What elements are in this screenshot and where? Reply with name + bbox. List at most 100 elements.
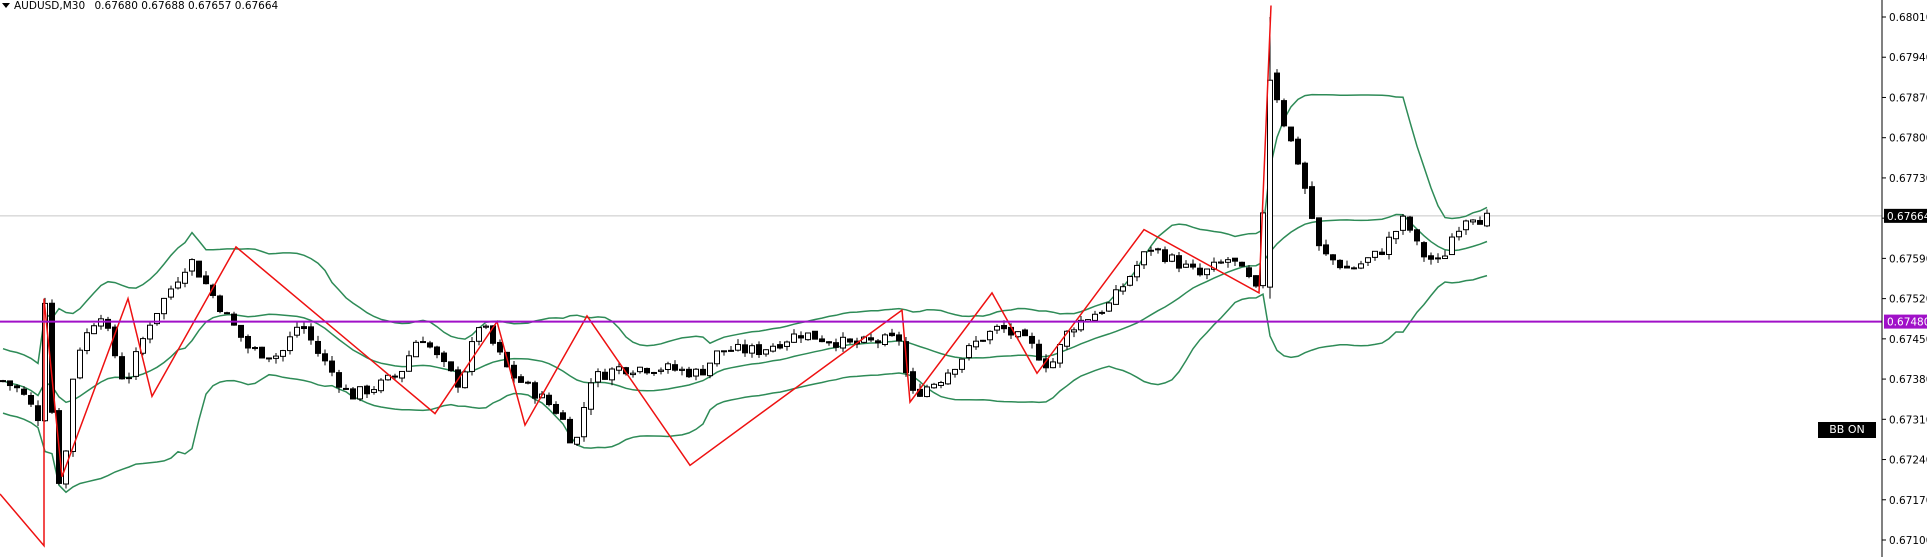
candle-body: [469, 341, 475, 372]
chart-header: AUDUSD,M30 0.67680 0.67688 0.67657 0.676…: [2, 0, 278, 14]
candle-body: [322, 353, 328, 362]
candle-body: [1400, 215, 1406, 231]
candle-body: [1386, 236, 1392, 255]
candle-body: [1470, 219, 1476, 223]
candle-body: [1197, 267, 1203, 276]
candle-body: [1064, 330, 1070, 347]
candle-body: [735, 343, 741, 351]
candle-body: [1358, 263, 1364, 269]
candle-body: [70, 378, 76, 453]
candle-body: [1414, 229, 1420, 242]
candle-body: [315, 340, 321, 354]
candle-body: [1204, 268, 1210, 276]
candle-body: [616, 366, 622, 371]
candle-body: [1302, 162, 1308, 189]
candle-body: [868, 337, 874, 341]
candle-body: [742, 344, 748, 354]
candle-body: [1127, 276, 1133, 286]
candle-body: [1337, 259, 1343, 269]
candle-body: [644, 367, 650, 374]
candle-body: [1036, 343, 1042, 361]
candle-body: [686, 368, 692, 378]
candle-body: [532, 382, 538, 399]
candle-body: [1344, 265, 1350, 269]
bb-on-label[interactable]: BB ON: [1818, 422, 1876, 438]
candle-body: [7, 380, 13, 387]
candle-body: [371, 389, 377, 393]
candle-body: [1351, 267, 1357, 270]
candle-body: [161, 297, 167, 315]
candle-body: [203, 275, 209, 285]
candle-body: [119, 356, 125, 380]
candle-body: [308, 326, 314, 341]
candle-body: [805, 332, 811, 341]
candle-body: [714, 350, 720, 365]
candle-body: [1092, 313, 1098, 321]
candle-body: [581, 407, 587, 438]
candle-body: [1477, 220, 1483, 225]
candle-body: [1267, 79, 1273, 288]
candle-body: [21, 388, 27, 395]
candle-body: [756, 344, 762, 356]
candle-body: [945, 372, 951, 385]
candle-body: [1295, 138, 1301, 165]
candle-body: [1372, 250, 1378, 258]
candle-body: [679, 368, 685, 371]
candle-body: [896, 334, 902, 342]
candle-body: [665, 363, 671, 371]
candle-body: [630, 372, 636, 376]
candle-body: [140, 338, 146, 354]
candle-body: [126, 377, 132, 380]
candle-body: [280, 350, 286, 357]
candle-body: [798, 335, 804, 339]
candle-body: [1407, 216, 1413, 231]
candle-body: [1099, 311, 1105, 314]
candle-body: [952, 368, 958, 375]
candle-body: [1211, 261, 1217, 270]
candle-body: [273, 355, 279, 359]
candle-body: [966, 345, 972, 359]
candle-body: [168, 288, 174, 298]
candle-body: [889, 332, 895, 337]
candle-body: [693, 368, 699, 377]
candle-body: [1183, 263, 1189, 268]
candle-body: [637, 366, 643, 373]
candle-body: [1330, 254, 1336, 261]
candle-body: [1113, 289, 1119, 305]
candle-body: [385, 374, 391, 381]
candle-body: [511, 364, 517, 379]
candle-body: [329, 360, 335, 373]
candle-body: [1225, 259, 1231, 263]
candle-body: [441, 352, 447, 363]
candle-body: [378, 379, 384, 392]
candle-body: [602, 371, 608, 380]
level-price-label: 0.67480: [1887, 317, 1927, 329]
candle-body: [350, 388, 356, 400]
candle-body: [0, 380, 6, 383]
candle-body: [294, 326, 300, 336]
candle-body: [252, 347, 258, 350]
candle-body: [1274, 72, 1280, 101]
candle-body: [931, 383, 937, 389]
collapse-triangle-icon[interactable]: [2, 3, 10, 8]
candle-body: [259, 346, 265, 359]
candle-body: [1106, 302, 1112, 312]
candlesticks: [0, 17, 1490, 489]
candle-body: [1218, 261, 1224, 264]
candle-body: [35, 405, 41, 422]
bollinger-bands: [2, 93, 1488, 494]
candle-body: [448, 361, 454, 372]
candle-body: [833, 342, 839, 348]
candle-body: [1022, 329, 1028, 337]
ohlc-high: 0.67688: [141, 0, 185, 12]
candle-body: [210, 284, 216, 296]
candle-body: [525, 381, 531, 384]
